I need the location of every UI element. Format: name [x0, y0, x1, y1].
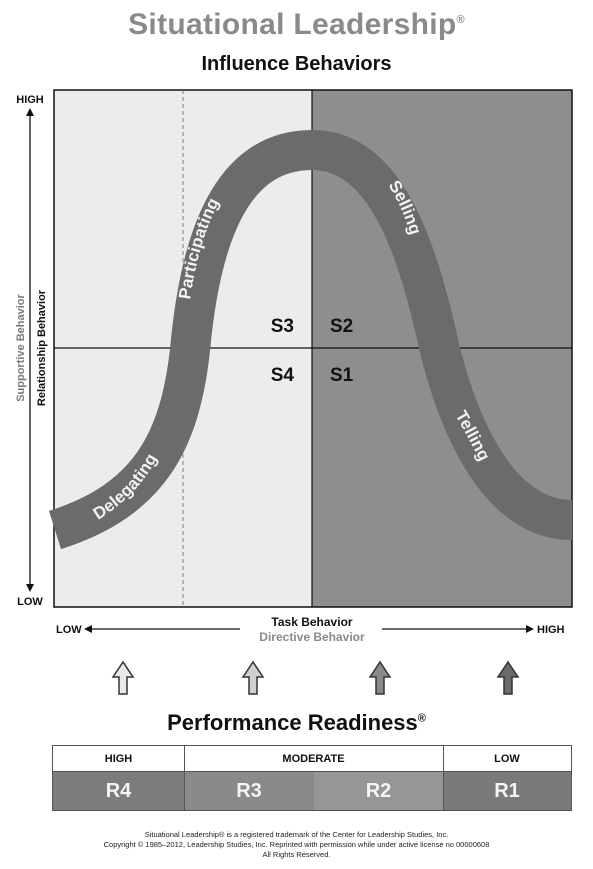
- title-text: Situational Leadership: [128, 8, 457, 41]
- x-axis-right-arrow: [526, 625, 534, 633]
- pr-registered-mark: ®: [417, 712, 426, 725]
- readiness-divider-2: [443, 746, 444, 810]
- y-axis-label-primary: Relationship Behavior: [36, 289, 48, 406]
- style-label-s4: S4: [271, 365, 295, 386]
- y-axis-up-arrow: [26, 108, 34, 116]
- up-arrow-icon-r1: [496, 660, 520, 695]
- y-axis-down-arrow: [26, 584, 34, 592]
- up-arrow-icon-r2: [368, 660, 392, 695]
- readiness-cell-r4: R4: [53, 772, 184, 810]
- up-arrow-icon-r3: [241, 660, 265, 695]
- x-axis-label-secondary: Directive Behavior: [259, 630, 365, 644]
- readiness-header-moderate: MODERATE: [184, 746, 443, 772]
- readiness-cell-r2: R2: [314, 772, 443, 810]
- footer-line-2: Copyright © 1985–2012, Leadership Studie…: [103, 840, 490, 849]
- readiness-header-high: HIGH: [53, 746, 184, 772]
- page-title: Situational Leadership®: [0, 8, 593, 42]
- footer-line-3: All Rights Reserved.: [262, 850, 331, 859]
- x-axis-low-label: LOW: [56, 624, 82, 636]
- x-axis-high-label: HIGH: [537, 624, 565, 636]
- style-label-s1: S1: [330, 365, 354, 386]
- readiness-cell-r1: R1: [443, 772, 571, 810]
- readiness-header-low: LOW: [443, 746, 571, 772]
- footer-copyright: Situational Leadership® is a registered …: [0, 830, 593, 860]
- registered-mark: ®: [456, 14, 465, 26]
- style-label-s2: S2: [330, 316, 353, 337]
- readiness-cell-r3: R3: [184, 772, 314, 810]
- readiness-table: HIGH MODERATE LOW R4 R3 R2 R1: [52, 745, 572, 811]
- up-arrow-icon-r4: [111, 660, 135, 695]
- x-axis-left-arrow: [84, 625, 92, 633]
- y-axis-high-label: HIGH: [16, 94, 44, 106]
- y-axis-low-label: LOW: [17, 596, 43, 608]
- performance-readiness-title: Performance Readiness®: [0, 710, 593, 736]
- y-axis-label-secondary: Supportive Behavior: [15, 293, 27, 401]
- pr-title-text: Performance Readiness: [167, 710, 418, 735]
- footer-line-1: Situational Leadership® is a registered …: [144, 830, 449, 839]
- x-axis-label-primary: Task Behavior: [271, 615, 352, 629]
- readiness-divider-1: [184, 746, 185, 810]
- page-subtitle: Influence Behaviors: [201, 53, 392, 75]
- style-label-s3: S3: [271, 316, 294, 337]
